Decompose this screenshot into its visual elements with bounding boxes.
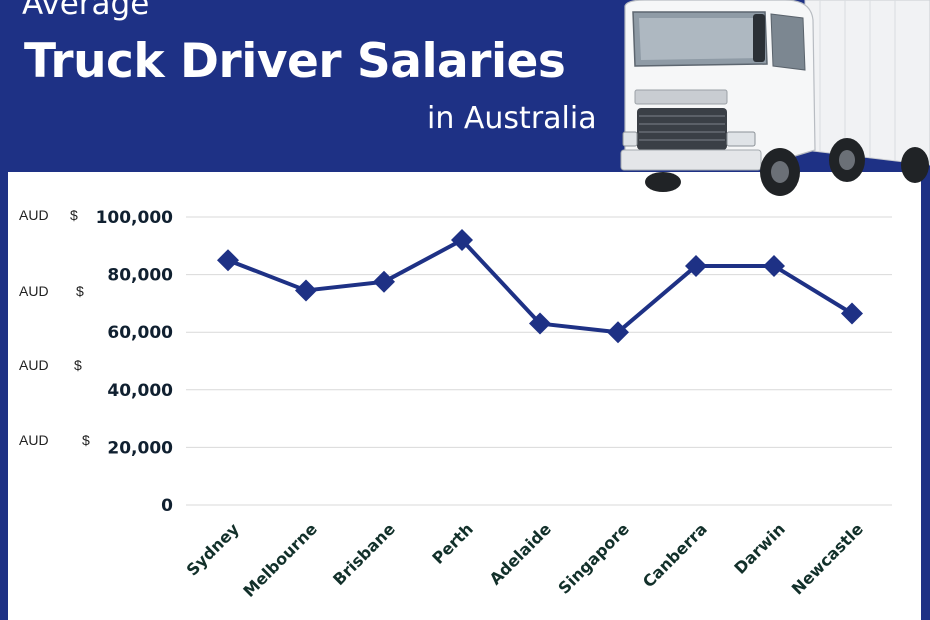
grid-lines — [186, 216, 892, 506]
data-point-marker — [295, 279, 317, 302]
currency-symbol-label: $ — [76, 283, 84, 299]
currency-aud-label: AUD — [19, 207, 49, 223]
x-category-label: Darwin — [730, 519, 788, 577]
x-category-label: Sydney — [183, 519, 244, 580]
currency-symbol-label: $ — [82, 432, 90, 448]
y-tick-label: 40,000 — [107, 381, 173, 401]
page-title: Truck Driver Salaries — [24, 34, 566, 89]
currency-labels: AUD $ AUD $ AUD $ AUD $ — [19, 207, 90, 448]
title-prefix: Average — [22, 0, 150, 22]
data-point-marker — [607, 321, 629, 344]
y-tick-label: 0 — [161, 496, 173, 516]
data-point-marker — [685, 254, 707, 277]
data-point-marker — [217, 249, 239, 272]
x-category-label: Melbourne — [239, 519, 321, 601]
currency-aud-label: AUD — [19, 283, 49, 299]
y-tick-label: 20,000 — [107, 438, 173, 458]
x-category-label: Singapore — [554, 519, 632, 597]
x-category-label: Adelaide — [486, 519, 555, 588]
currency-symbol-label: $ — [74, 357, 82, 373]
data-point-marker — [451, 229, 473, 252]
y-tick-label: 60,000 — [107, 323, 173, 343]
currency-aud-label: AUD — [19, 357, 49, 373]
x-category-label: Perth — [428, 519, 476, 567]
y-axis-ticks: 0 20,000 40,000 60,000 80,000 100,000 — [96, 208, 174, 516]
x-category-label: Newcastle — [788, 519, 867, 598]
data-point-marker — [763, 254, 785, 277]
currency-symbol-label: $ — [70, 207, 78, 223]
y-tick-label: 100,000 — [96, 208, 174, 228]
data-markers — [217, 229, 863, 344]
header-banner: Average Truck Driver Salaries in Austral… — [0, 0, 930, 172]
data-point-marker — [841, 302, 863, 325]
data-point-marker — [529, 312, 551, 335]
currency-aud-label: AUD — [19, 432, 49, 448]
x-category-label: Brisbane — [329, 519, 399, 589]
data-point-marker — [373, 270, 395, 293]
title-suffix: in Australia — [427, 101, 597, 136]
y-tick-label: 80,000 — [107, 266, 173, 286]
truck-photo-icon — [620, 0, 930, 196]
x-category-label: Canberra — [639, 519, 711, 591]
